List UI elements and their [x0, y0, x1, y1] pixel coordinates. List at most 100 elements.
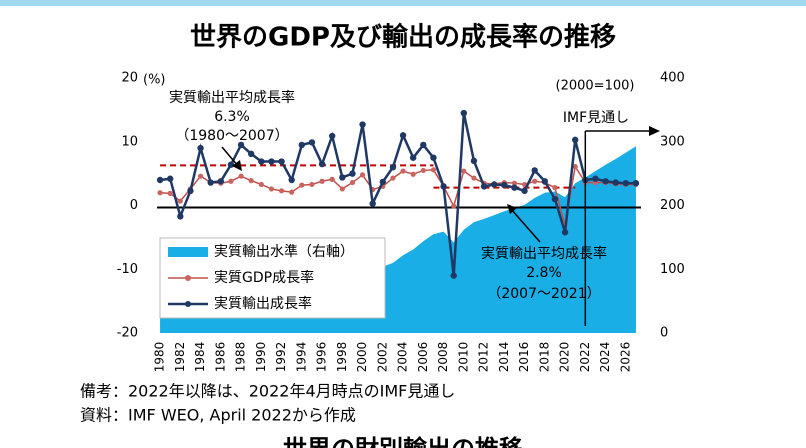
legend-marker — [185, 301, 191, 307]
marker — [541, 178, 549, 185]
marker — [592, 175, 599, 182]
marker — [369, 200, 376, 207]
marker — [399, 132, 407, 139]
x-tick-label: 2018 — [537, 342, 551, 373]
marker — [451, 203, 457, 209]
marker — [359, 172, 366, 178]
annotation-period: （1980～2007） — [175, 128, 288, 144]
marker — [390, 175, 396, 181]
x-tick-label: 1988 — [234, 342, 248, 373]
pointer — [510, 208, 541, 243]
marker — [461, 168, 467, 174]
y2-tick-label: 200 — [660, 198, 685, 213]
marker — [561, 229, 569, 236]
chart-title: 世界のGDP及び輸出の成長率の推移 — [190, 22, 616, 53]
x-tick-label: 2008 — [436, 342, 450, 373]
annotation-period: （2007～2021） — [487, 286, 600, 302]
legend-label: 実質輸出成長率 — [214, 295, 312, 312]
x-tick-label: 1992 — [274, 342, 288, 373]
marker — [289, 189, 295, 195]
marker — [400, 168, 406, 174]
marker — [339, 174, 346, 181]
y2-tick-label: 0 — [660, 326, 668, 341]
marker — [480, 183, 488, 190]
marker — [328, 132, 336, 140]
x-tick-label: 1982 — [173, 342, 187, 373]
marker — [430, 154, 437, 161]
y-tick-label: -10 — [117, 262, 138, 277]
x-tick-label: 1998 — [335, 342, 349, 373]
marker — [157, 190, 163, 196]
marker — [359, 121, 366, 128]
marker — [460, 109, 468, 117]
y2-tick-label: 100 — [660, 262, 685, 277]
annotation-value: 6.3% — [214, 109, 250, 125]
marker — [299, 182, 305, 188]
marker — [572, 164, 578, 170]
arrow-head — [507, 204, 517, 214]
marker — [490, 181, 498, 188]
marker — [471, 175, 477, 181]
marker — [339, 186, 345, 192]
marker — [622, 179, 630, 187]
marker — [197, 144, 204, 152]
marker — [217, 178, 225, 185]
x-tick-label: 1986 — [213, 342, 227, 373]
marker — [278, 188, 285, 194]
y-tick-label: 10 — [121, 134, 138, 149]
x-tick-label: 1994 — [294, 342, 308, 373]
arrow-head — [232, 160, 242, 171]
x-tick-label: 2002 — [375, 342, 389, 373]
marker — [470, 157, 478, 165]
marker — [268, 158, 275, 165]
marker — [532, 178, 538, 184]
marker — [227, 161, 235, 168]
marker — [318, 160, 326, 168]
marker — [531, 167, 538, 174]
marker — [329, 176, 335, 182]
marker — [268, 186, 275, 192]
marker — [349, 170, 356, 177]
x-tick-label: 2006 — [416, 342, 430, 373]
top-band — [0, 0, 806, 6]
marker — [248, 178, 254, 184]
marker — [187, 187, 194, 195]
x-tick-label: 1990 — [254, 342, 268, 373]
marker — [177, 198, 183, 204]
line-layer — [156, 109, 640, 279]
marker — [197, 173, 204, 179]
marker — [571, 136, 579, 144]
y-unit: (%) — [143, 73, 166, 88]
marker — [156, 176, 164, 184]
marker — [632, 179, 640, 187]
x-tick-label: 2016 — [517, 342, 531, 373]
marker — [420, 167, 426, 174]
marker — [501, 181, 508, 189]
y2-tick-label: 400 — [660, 71, 685, 86]
marker — [258, 181, 264, 188]
marker — [379, 178, 387, 186]
legend-swatch — [168, 247, 208, 257]
marker — [207, 179, 214, 186]
x-tick-label: 2024 — [598, 342, 612, 373]
x-tick-label: 2020 — [558, 342, 572, 373]
marker — [420, 141, 427, 149]
legend-label: 実質輸出水準（右軸） — [214, 244, 354, 260]
marker — [349, 179, 356, 186]
marker — [440, 183, 447, 190]
marker — [602, 178, 609, 185]
x-tick-label: 2014 — [497, 342, 511, 373]
x-tick-label: 1996 — [315, 342, 329, 373]
x-tick-label: 1980 — [153, 342, 167, 373]
legend-marker — [185, 275, 191, 281]
marker — [319, 178, 325, 184]
y2-tick-label: 300 — [660, 134, 685, 149]
annotation-title: 実質輸出平均成長率 — [481, 245, 607, 262]
marker — [612, 179, 619, 186]
marker — [298, 141, 306, 149]
marker — [288, 176, 295, 184]
marker — [389, 164, 397, 171]
